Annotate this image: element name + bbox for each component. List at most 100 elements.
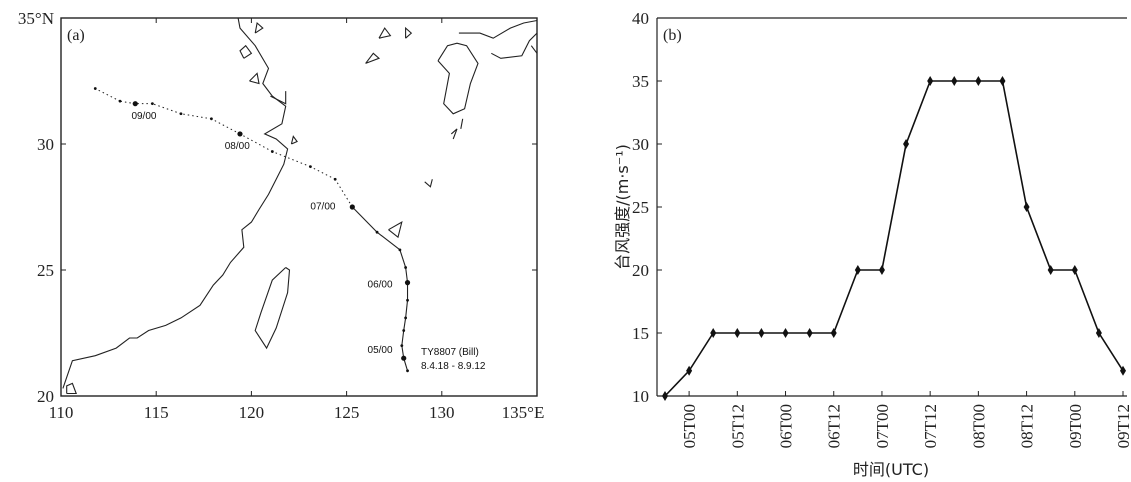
x-tick-label: 05T00 bbox=[680, 404, 699, 448]
y-tick-label: 20 bbox=[37, 387, 54, 406]
coastline bbox=[405, 26, 413, 39]
intensity-point bbox=[806, 328, 813, 338]
track-point bbox=[398, 248, 402, 252]
x-tick-label: 07T00 bbox=[873, 404, 892, 448]
track-point bbox=[333, 177, 337, 181]
intensity-point bbox=[1047, 265, 1054, 275]
y-tick-label: 15 bbox=[632, 324, 649, 343]
track-segment bbox=[401, 330, 405, 346]
track-segment bbox=[351, 206, 378, 233]
track-point bbox=[118, 99, 122, 103]
intensity-point bbox=[758, 328, 765, 338]
x-tick-label: 09T12 bbox=[1114, 404, 1131, 448]
coastline bbox=[249, 72, 260, 85]
coastline bbox=[270, 91, 287, 105]
track-point bbox=[93, 87, 97, 90]
date-label: 08/00 bbox=[225, 141, 250, 152]
track-point bbox=[402, 329, 406, 332]
coastline bbox=[460, 118, 464, 130]
y-tick-label: 10 bbox=[632, 387, 649, 406]
x-tick-label: 125 bbox=[334, 403, 360, 422]
storm-name-label: TY8807 (Bill) bbox=[421, 347, 479, 358]
track-point bbox=[210, 117, 213, 121]
track-segment bbox=[310, 166, 336, 180]
coastline bbox=[254, 21, 264, 34]
coastline bbox=[437, 42, 479, 115]
y-tick-label: 30 bbox=[632, 135, 649, 154]
x-tick-label: 05T12 bbox=[728, 404, 747, 448]
y-tick-label: 35°N bbox=[18, 9, 54, 28]
coastline bbox=[388, 220, 403, 239]
panel-a-axis-ticks: 110 115 120 125 130 135°E 20 25 30 35°N bbox=[18, 9, 544, 422]
track-point bbox=[406, 298, 409, 302]
x-tick-label: 08T12 bbox=[1018, 404, 1037, 448]
date-label: 06/00 bbox=[368, 280, 393, 291]
coastline bbox=[424, 179, 433, 188]
track-point bbox=[404, 280, 411, 286]
typhoon-track: 05/00 06/00 07/00 08/00 09/00 bbox=[93, 87, 411, 373]
x-tick-label: 130 bbox=[429, 403, 455, 422]
intensity-series bbox=[662, 76, 1126, 401]
coastline bbox=[239, 44, 253, 59]
intensity-point bbox=[951, 76, 958, 86]
panel-b-axis-ticks: 10 15 20 25 30 35 40 05T00 05T12 06T00 06T12 07T00 0… bbox=[632, 9, 1131, 448]
track-point bbox=[179, 112, 183, 116]
panel-b-intensity-chart: 10 15 20 25 30 35 40 05T00 05T12 06T00 06T12 07T00 0… bbox=[613, 9, 1131, 479]
track-point bbox=[309, 165, 312, 169]
track-point bbox=[400, 344, 404, 347]
x-tick-label: 06T00 bbox=[777, 404, 796, 448]
coastline bbox=[450, 128, 458, 140]
panel-a-frame bbox=[60, 17, 538, 397]
coastline bbox=[365, 52, 381, 64]
x-tick-label: 08T00 bbox=[969, 404, 988, 448]
intensity-point bbox=[927, 76, 934, 86]
coastlines bbox=[62, 17, 538, 395]
coastline bbox=[254, 267, 291, 350]
track-point bbox=[401, 355, 407, 361]
x-tick-label: 110 bbox=[49, 403, 74, 422]
track-segment bbox=[272, 151, 311, 168]
intensity-point bbox=[710, 328, 717, 338]
intensity-point bbox=[1071, 265, 1078, 275]
y-tick-label: 25 bbox=[632, 198, 649, 217]
x-axis-title: 时间(UTC) bbox=[853, 460, 929, 479]
intensity-line bbox=[664, 80, 1124, 397]
x-tick-label: 135°E bbox=[502, 403, 545, 422]
coastline bbox=[290, 135, 298, 145]
track-point bbox=[375, 230, 379, 234]
track-point bbox=[150, 102, 154, 106]
track-point bbox=[406, 369, 409, 373]
x-tick-label: 06T12 bbox=[825, 404, 844, 448]
track-segment bbox=[152, 103, 182, 115]
y-tick-label: 20 bbox=[632, 261, 649, 280]
track-segment bbox=[239, 133, 273, 152]
intensity-point bbox=[1120, 365, 1126, 376]
track-segment bbox=[399, 249, 407, 268]
track-point bbox=[132, 101, 138, 107]
coastline bbox=[62, 17, 289, 389]
y-tick-label: 40 bbox=[632, 9, 649, 28]
panel-b-label: (b) bbox=[663, 27, 682, 44]
x-tick-label: 09T00 bbox=[1066, 404, 1085, 448]
intensity-point bbox=[1023, 202, 1030, 212]
track-segment bbox=[95, 88, 121, 102]
intensity-point bbox=[999, 76, 1006, 86]
coastline bbox=[66, 382, 77, 395]
track-segment bbox=[405, 300, 409, 318]
y-axis-title: 台风强度/(m·s⁻¹) bbox=[613, 144, 632, 270]
x-tick-label: 115 bbox=[144, 403, 169, 422]
coastline bbox=[491, 32, 538, 59]
intensity-point bbox=[782, 328, 789, 338]
intensity-point bbox=[830, 328, 837, 338]
track-point bbox=[404, 316, 408, 320]
intensity-point bbox=[1095, 328, 1102, 338]
date-label: 05/00 bbox=[368, 345, 393, 356]
x-tick-label: 120 bbox=[239, 403, 265, 422]
date-label: 09/00 bbox=[131, 111, 156, 122]
track-segment bbox=[376, 231, 401, 251]
track-segment bbox=[403, 317, 407, 331]
intensity-point bbox=[854, 265, 861, 275]
date-label: 07/00 bbox=[310, 202, 335, 213]
intensity-point bbox=[686, 365, 693, 376]
